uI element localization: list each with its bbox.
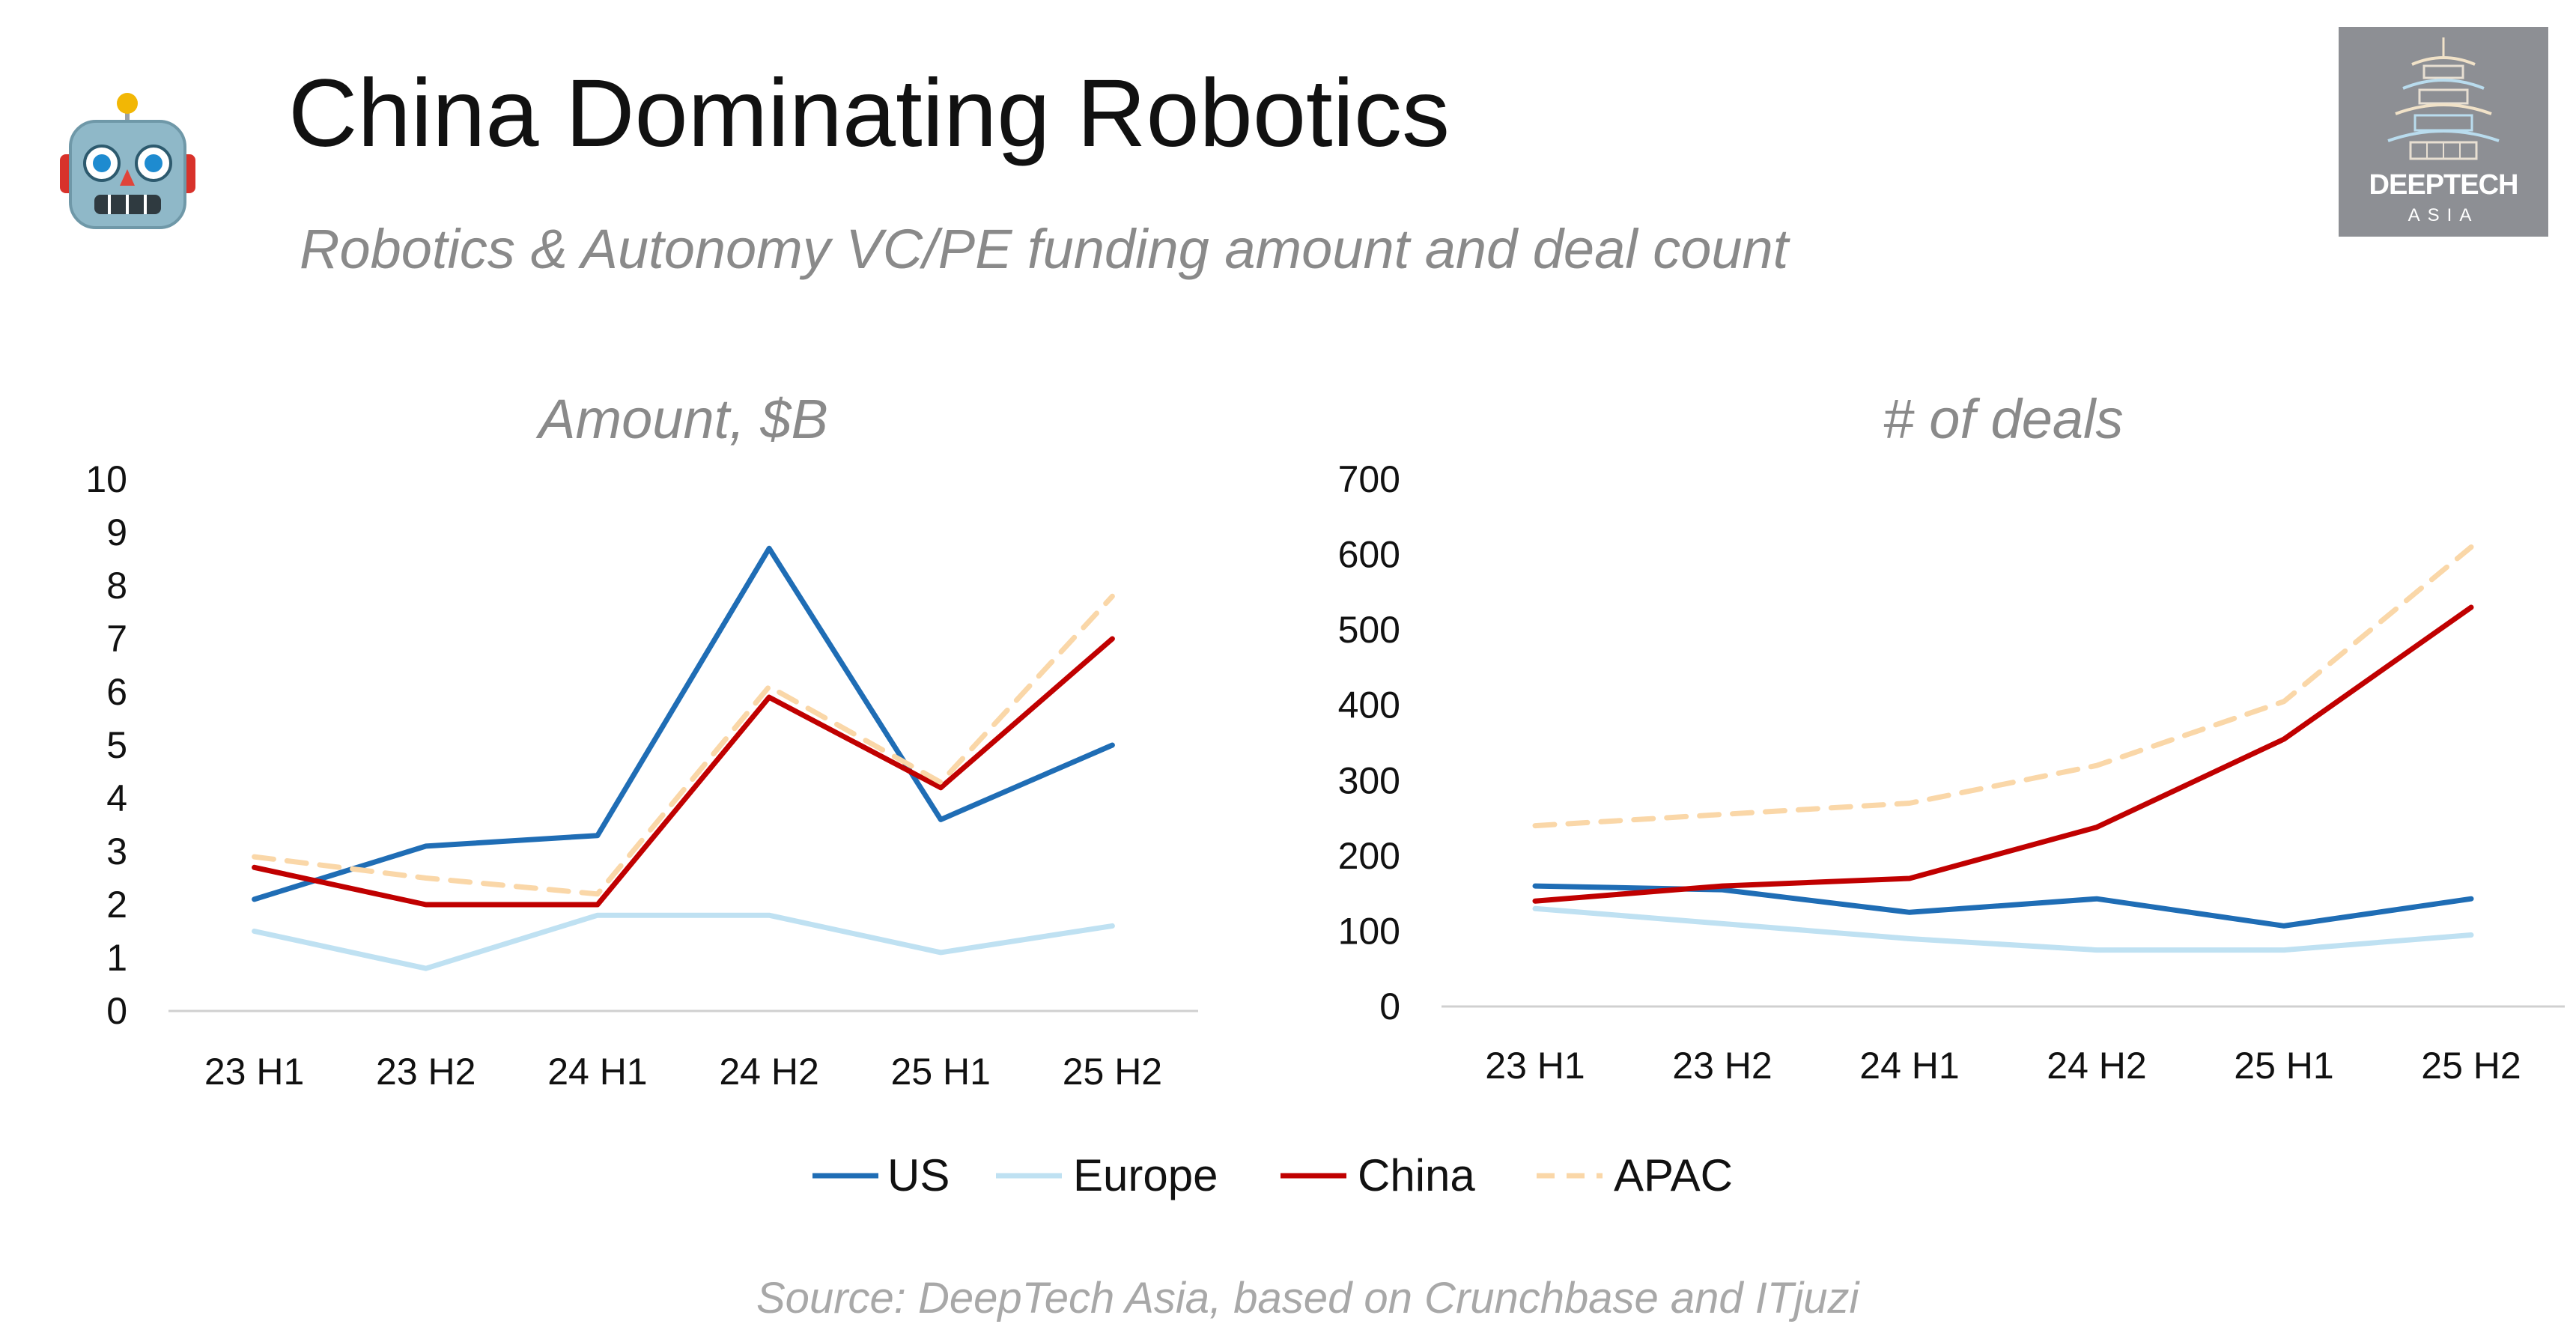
legend-label: Europe (1073, 1150, 1218, 1200)
amount-x-tick-label: 23 H1 (204, 1051, 304, 1093)
deals-series-apac-line (1532, 544, 2474, 829)
page-title: China Dominating Robotics (288, 60, 1450, 167)
deals-y-tick-label: 0 (1379, 986, 1400, 1027)
amount-y-tick-label: 8 (106, 565, 127, 607)
deals-y-tick-label: 700 (1338, 458, 1400, 500)
amount-series-apac-line (252, 593, 1115, 897)
amount-x-tick-label: 23 H2 (376, 1051, 476, 1093)
amount-x-tick-label: 25 H1 (891, 1051, 991, 1093)
robot-face-icon (60, 93, 195, 229)
deals-y-tick-label: 100 (1338, 910, 1400, 952)
amount-chart: Amount, $B 0 1 2 3 4 5 6 7 8 9 10 23 H1 23 H2 24 H1 24 … (85, 388, 1198, 1093)
amount-chart-title: Amount, $B (535, 388, 828, 450)
amount-y-tick-label: 4 (106, 777, 127, 819)
deals-x-tick-label: 23 H1 (1485, 1045, 1585, 1087)
pagoda-icon (2387, 37, 2500, 160)
legend-label: APAC (1614, 1150, 1733, 1200)
amount-y-tick-label: 2 (106, 884, 127, 926)
deals-series-china-line (1532, 604, 2474, 904)
amount-series-europe-line (252, 912, 1115, 971)
amount-y-tick-label: 3 (106, 830, 127, 872)
source-note: Source: DeepTech Asia, based on Crunchba… (756, 1274, 1859, 1323)
deals-y-tick-label: 300 (1338, 759, 1400, 801)
logo: DEEPTECH ASIA (2339, 27, 2548, 237)
amount-y-tick-label: 6 (106, 671, 127, 713)
deals-x-tick-label: 25 H1 (2234, 1045, 2333, 1087)
amount-series-china-line (252, 636, 1115, 908)
amount-x-tick-label: 25 H2 (1063, 1051, 1162, 1093)
legend-item-europe: Europe (996, 1150, 1218, 1200)
logo-name: DEEPTECH (2369, 169, 2519, 201)
deals-x-tick-label: 25 H2 (2421, 1045, 2521, 1087)
amount-y-tick-label: 7 (106, 618, 127, 660)
legend-item-apac: APAC (1537, 1150, 1733, 1200)
deals-y-tick-label: 400 (1338, 684, 1400, 726)
legend: US Europe China APAC (812, 1150, 1733, 1200)
amount-y-tick-label: 0 (106, 990, 127, 1032)
deals-x-tick-label: 23 H2 (1672, 1045, 1772, 1087)
legend-label: US (887, 1150, 950, 1200)
deals-chart-title: # of deals (1883, 388, 2124, 450)
legend-item-china: China (1281, 1150, 1475, 1200)
legend-label: China (1358, 1150, 1475, 1200)
page-subtitle: Robotics & Autonomy VC/PE funding amount… (300, 218, 1789, 280)
amount-x-tick-label: 24 H1 (547, 1051, 647, 1093)
amount-y-tick-label: 9 (106, 511, 127, 553)
amount-x-tick-label: 24 H2 (719, 1051, 818, 1093)
amount-y-tick-label: 1 (106, 937, 127, 979)
deals-x-tick-label: 24 H1 (1859, 1045, 1959, 1087)
deals-chart: # of deals 0 100 200 300 400 500 600 700 23 H1 23 … (1338, 388, 2565, 1087)
deals-x-tick-label: 24 H2 (2047, 1045, 2146, 1087)
amount-y-tick-label: 5 (106, 724, 127, 766)
logo-sub: ASIA (2408, 205, 2479, 225)
deals-y-tick-label: 600 (1338, 534, 1400, 576)
deals-y-tick-label: 500 (1338, 609, 1400, 651)
legend-item-us: US (812, 1150, 950, 1200)
amount-series-us-line (252, 545, 1115, 902)
amount-y-tick-label: 10 (85, 458, 127, 500)
deals-series-europe-line (1532, 905, 2474, 953)
deals-y-tick-label: 200 (1338, 835, 1400, 877)
